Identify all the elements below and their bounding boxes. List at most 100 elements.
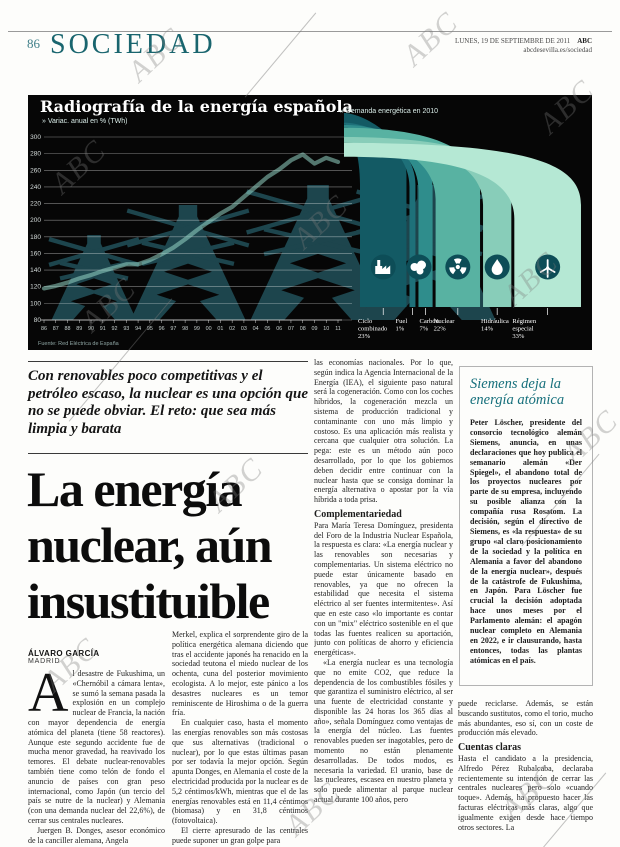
paragraph: l desastre de Fukushima, un «Chernóbil a… [28,669,165,825]
svg-text:Hidráulica: Hidráulica [481,318,509,325]
svg-text:180: 180 [30,234,41,241]
section-url[interactable]: abcdesevilla.es/sociedad [523,46,592,54]
pylon-silhouette [48,235,140,320]
quote-rule-bottom [28,453,308,454]
svg-text:01: 01 [217,326,223,332]
svg-text:14%: 14% [481,326,494,333]
paragraph: puede reciclarse. Además, se están busca… [458,699,593,738]
svg-text:09: 09 [311,326,317,332]
energy-band-carbón [344,124,433,307]
infographic-subtitle-left: » Variac. anual en % (TWh) [42,118,128,125]
scratch-line [244,12,317,98]
svg-text:100: 100 [30,300,41,307]
svg-text:00: 00 [206,326,212,332]
pylon-silhouette [246,185,390,320]
byline-city: MADRID [28,658,61,665]
svg-text:06: 06 [276,326,282,332]
svg-text:96: 96 [159,326,165,332]
subhead-cuentas-claras: Cuentas claras [458,742,522,754]
svg-text:23%: 23% [358,333,371,340]
article-column-3: las economías nacionales. Por lo que, se… [314,358,453,847]
svg-text:04: 04 [253,326,259,332]
svg-text:Ciclo: Ciclo [358,318,373,325]
brand-abc: ABC [577,37,592,45]
paragraph: Para María Teresa Domínguez, presidenta … [314,520,453,658]
paragraph: Juergen B. Donges, asesor económico de l… [28,825,165,845]
paragraph: En cualquier caso, hasta el momento las … [172,718,308,826]
svg-text:160: 160 [30,250,41,257]
article-column-2: Merkel, explica el sorprendente giro de … [172,630,308,847]
paragraph: «La energía nuclear es una tecnología qu… [314,657,453,805]
section-title: SOCIEDAD [50,29,216,60]
svg-text:92: 92 [112,326,118,332]
byline: ÁLVARO GARCÍA MADRID [28,649,100,665]
svg-text:120: 120 [30,284,41,291]
svg-text:03: 03 [241,326,247,332]
date-text: LUNES, 19 DE SEPTIEMBRE DE 2011 [454,37,571,45]
sidebar-title: Siemens deja la energía atómica [470,376,565,408]
svg-text:240: 240 [30,184,41,191]
svg-text:87: 87 [53,326,59,332]
svg-text:86: 86 [41,326,47,332]
svg-text:97: 97 [170,326,176,332]
headline: La energía nuclear, aún insustituible [27,461,273,629]
infographic-subtitle-right: » Demanda energética en 2010 [340,108,439,115]
svg-text:05: 05 [264,326,270,332]
header-rule [8,31,612,32]
svg-text:10: 10 [323,326,329,332]
svg-text:200: 200 [30,217,41,224]
svg-text:300: 300 [30,134,41,141]
factory-icon [370,254,396,280]
svg-text:Carbón: Carbón [419,318,439,325]
radiation-icon [445,254,471,280]
energy-infographic: 300 280 260 240 220 200 180 160 140 120 100 80 86 87 8… [28,95,592,350]
svg-text:220: 220 [30,201,41,208]
paragraph: El cierre apresurado de las centrales pu… [172,825,308,845]
svg-text:91: 91 [100,326,106,332]
pull-quote: Con renovables poco competitivas y el pe… [28,368,308,437]
energy-demand-chart: 300 280 260 240 220 200 180 160 140 120 100 80 86 87 8… [30,113,581,340]
svg-text:especial: especial [512,326,533,333]
wind-turbine-icon [535,254,561,280]
svg-text:94: 94 [135,326,141,332]
article-column-4: puede reciclarse. Además, se están busca… [458,699,593,847]
paragraph: las economías nacionales. Por lo que, se… [314,358,453,505]
svg-text:02: 02 [229,326,235,332]
svg-text:89: 89 [76,326,82,332]
svg-text:99: 99 [194,326,200,332]
sidebar-siemens: Siemens deja la energía atómica Peter Lö… [459,366,593,686]
svg-text:280: 280 [30,151,41,158]
paragraph: Hasta el candidato a la presidencia, Alf… [458,753,593,832]
svg-text:Nuclear: Nuclear [434,318,456,325]
page-number: 86 [27,36,40,51]
svg-text:33%: 33% [512,333,525,340]
quote-rule-top [28,361,308,362]
svg-text:7%: 7% [419,326,428,333]
svg-text:93: 93 [123,326,129,332]
drop-cap: A [28,669,69,724]
svg-text:260: 260 [30,167,41,174]
energy-band-hidráulica [344,137,512,307]
svg-text:98: 98 [182,326,188,332]
energy-band-nuclear [344,127,481,307]
byline-author: ÁLVARO GARCÍA [28,649,100,658]
subhead-complementariedad: Complementariedad [314,508,402,520]
svg-text:22%: 22% [434,326,447,333]
svg-text:140: 140 [30,267,41,274]
svg-text:11: 11 [335,326,341,332]
infographic-source: Fuente: Red Eléctrica de España [38,341,119,347]
dateline: LUNES, 19 DE SEPTIEMBRE DE 2011 ABC abcde… [455,37,592,55]
water-drop-icon [484,254,510,280]
sidebar-body: Peter Löscher, presidente del consorcio … [470,418,582,665]
svg-text:90: 90 [88,326,94,332]
svg-text:Fuel: Fuel [395,318,407,325]
svg-text:80: 80 [34,317,42,324]
svg-text:95: 95 [147,326,153,332]
svg-text:Régimen: Régimen [512,318,537,325]
svg-text:1%: 1% [395,326,404,333]
energy-band-régimen-especial [344,142,581,307]
paragraph: Merkel, explica el sorprendente giro de … [172,630,308,718]
svg-text:08: 08 [300,326,306,332]
